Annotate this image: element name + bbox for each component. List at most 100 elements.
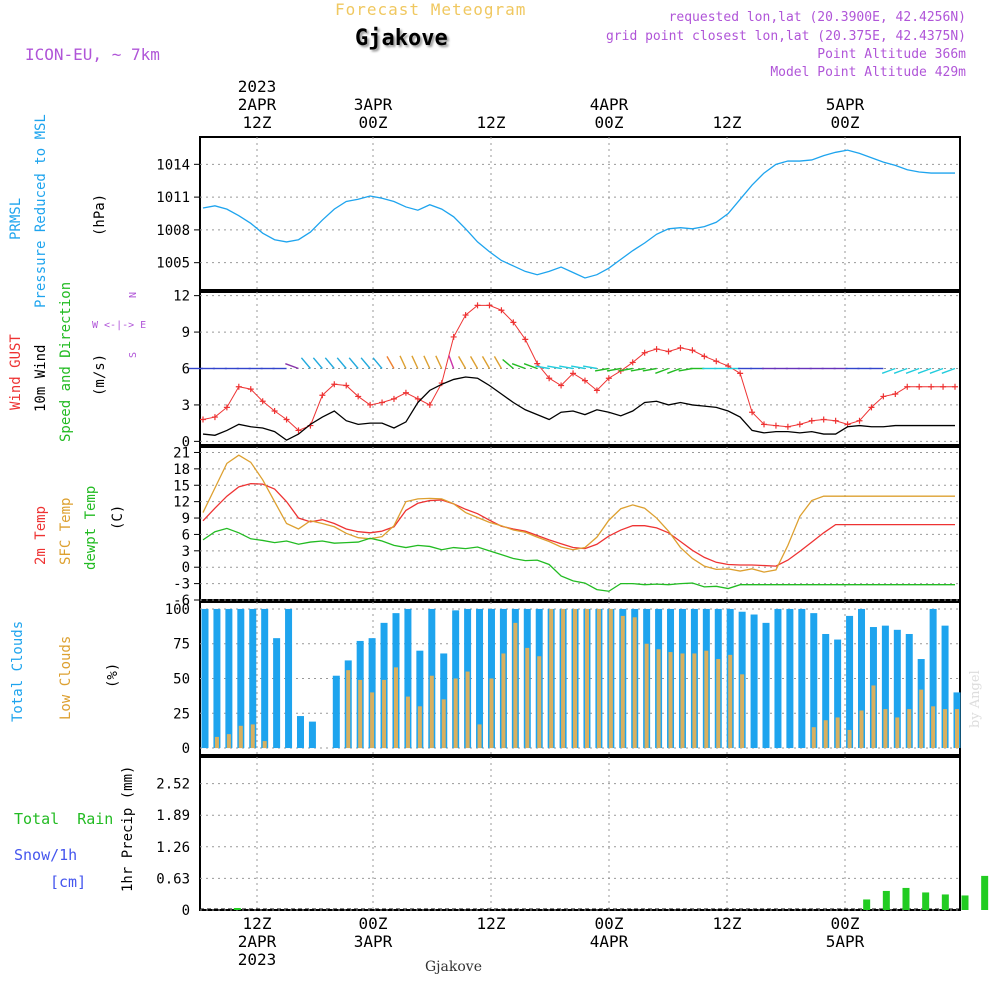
low-cloud-bar (417, 706, 422, 749)
top-year-label: 2023 (238, 77, 277, 96)
low-cloud-bar (728, 654, 733, 749)
wind-direction-arrow (559, 365, 574, 370)
low-cloud-bar (453, 678, 458, 749)
label-low-clouds: Low Clouds (58, 635, 74, 720)
gust-marker (498, 307, 505, 314)
gust-marker (581, 377, 588, 384)
gust-marker (546, 375, 553, 382)
gust-marker (593, 387, 600, 394)
low-cloud-bar (811, 727, 816, 749)
low-cloud-bar (955, 709, 959, 749)
wind-line (202, 376, 955, 441)
total-cloud-bar (810, 613, 818, 749)
bottom-time-label: 12Z (713, 914, 742, 933)
label-ms: (m/s) (92, 353, 108, 396)
total-cloud-bar (308, 721, 316, 749)
low-cloud-bar (883, 709, 888, 749)
rain-bar (233, 907, 241, 910)
low-cloud-bar (871, 685, 876, 749)
gust-marker (665, 348, 672, 355)
panel-frame-4 (199, 756, 961, 911)
gust-marker (355, 393, 362, 400)
y-tick-label: 1011 (156, 190, 190, 206)
total-cloud-bar (893, 629, 901, 749)
y-tick-label: 15 (173, 478, 190, 494)
gust-marker (952, 383, 958, 390)
rain-bar (981, 875, 989, 910)
y-tick-label: 25 (173, 706, 190, 722)
gust-line (202, 304, 955, 432)
total-cloud-bar (798, 608, 806, 749)
total-cloud-bar (416, 650, 424, 749)
panel-frame-2 (199, 446, 961, 601)
rain-bar (961, 895, 969, 910)
wind-direction-arrow (547, 365, 562, 370)
gust-marker (259, 398, 266, 405)
low-cloud-bar (525, 647, 530, 749)
grid-coords: grid point closest lon,lat (20.375E, 42.… (605, 29, 966, 44)
rain-bar (902, 887, 910, 910)
gust-marker (331, 381, 338, 388)
y-tick-label: 0 (182, 560, 190, 576)
label-prmsl: PRMSL (8, 197, 24, 240)
gust-marker (832, 417, 839, 424)
low-cloud-bar (919, 689, 924, 749)
top-time-label: 00Z (359, 113, 388, 132)
label-hpa: (hPa) (92, 193, 108, 236)
gust-marker (486, 302, 493, 309)
y-tick-label: 0 (182, 434, 190, 450)
gust-marker (892, 391, 899, 397)
low-cloud-bar (823, 720, 828, 749)
gust-marker (247, 386, 254, 393)
low-cloud-bar (441, 699, 446, 749)
wind-direction-arrow (411, 355, 419, 369)
gust-marker (558, 382, 565, 389)
low-cloud-bar (835, 717, 840, 749)
y-tick-label: 100 (165, 602, 190, 618)
wind-direction-arrow (435, 355, 443, 369)
y-tick-label: 1.89 (156, 808, 190, 824)
low-cloud-bar (501, 653, 506, 749)
label-1hr-precip: 1hr Precip (mm) (120, 765, 136, 892)
point-altitude: Point Altitude 366m (817, 47, 966, 62)
bottom-date-label: 5APR (826, 932, 865, 951)
total-cloud-bar (476, 608, 484, 749)
wind-direction-arrow (502, 358, 514, 370)
label-2m-temp: 2m Temp (33, 505, 49, 565)
gust-marker (713, 358, 720, 365)
compass-north: N (128, 291, 139, 298)
low-cloud-bar (477, 724, 482, 749)
low-cloud-bar (537, 656, 542, 749)
wind-direction-arrow (594, 367, 609, 372)
sfc-temp-line (202, 454, 955, 573)
low-cloud-bar (584, 608, 589, 749)
low-cloud-bar (716, 659, 721, 749)
pressure-line (202, 149, 955, 279)
gust-marker (522, 336, 529, 343)
wind-direction-arrow (399, 355, 407, 369)
wind-direction-arrow (511, 363, 526, 370)
low-cloud-bar (907, 709, 912, 749)
bottom-time-label: 12Z (477, 914, 506, 933)
bottom-time-label: 12Z (243, 914, 272, 933)
wind-direction-arrow (667, 367, 681, 374)
total-cloud-bar (762, 622, 770, 749)
wind-direction-arrow (917, 367, 932, 374)
y-tick-label: 3 (182, 544, 190, 560)
gust-marker (605, 375, 612, 382)
wind-direction-arrow (372, 357, 383, 369)
total-cloud-bar (822, 633, 830, 749)
gust-marker (343, 382, 350, 389)
y-tick-label: 0.63 (156, 871, 190, 887)
top-time-label: 12Z (713, 113, 742, 132)
y-tick-label: 2.52 (156, 777, 190, 793)
gust-marker (510, 319, 517, 326)
low-cloud-bar (596, 608, 601, 749)
wind-direction-arrow (535, 365, 550, 370)
wind-direction-arrow (324, 357, 335, 369)
total-cloud-bar (296, 716, 304, 749)
bottom-time-label: 00Z (831, 914, 860, 933)
y-tick-label: 75 (173, 637, 190, 653)
label-speed-direction: Speed and Direction (58, 281, 74, 442)
